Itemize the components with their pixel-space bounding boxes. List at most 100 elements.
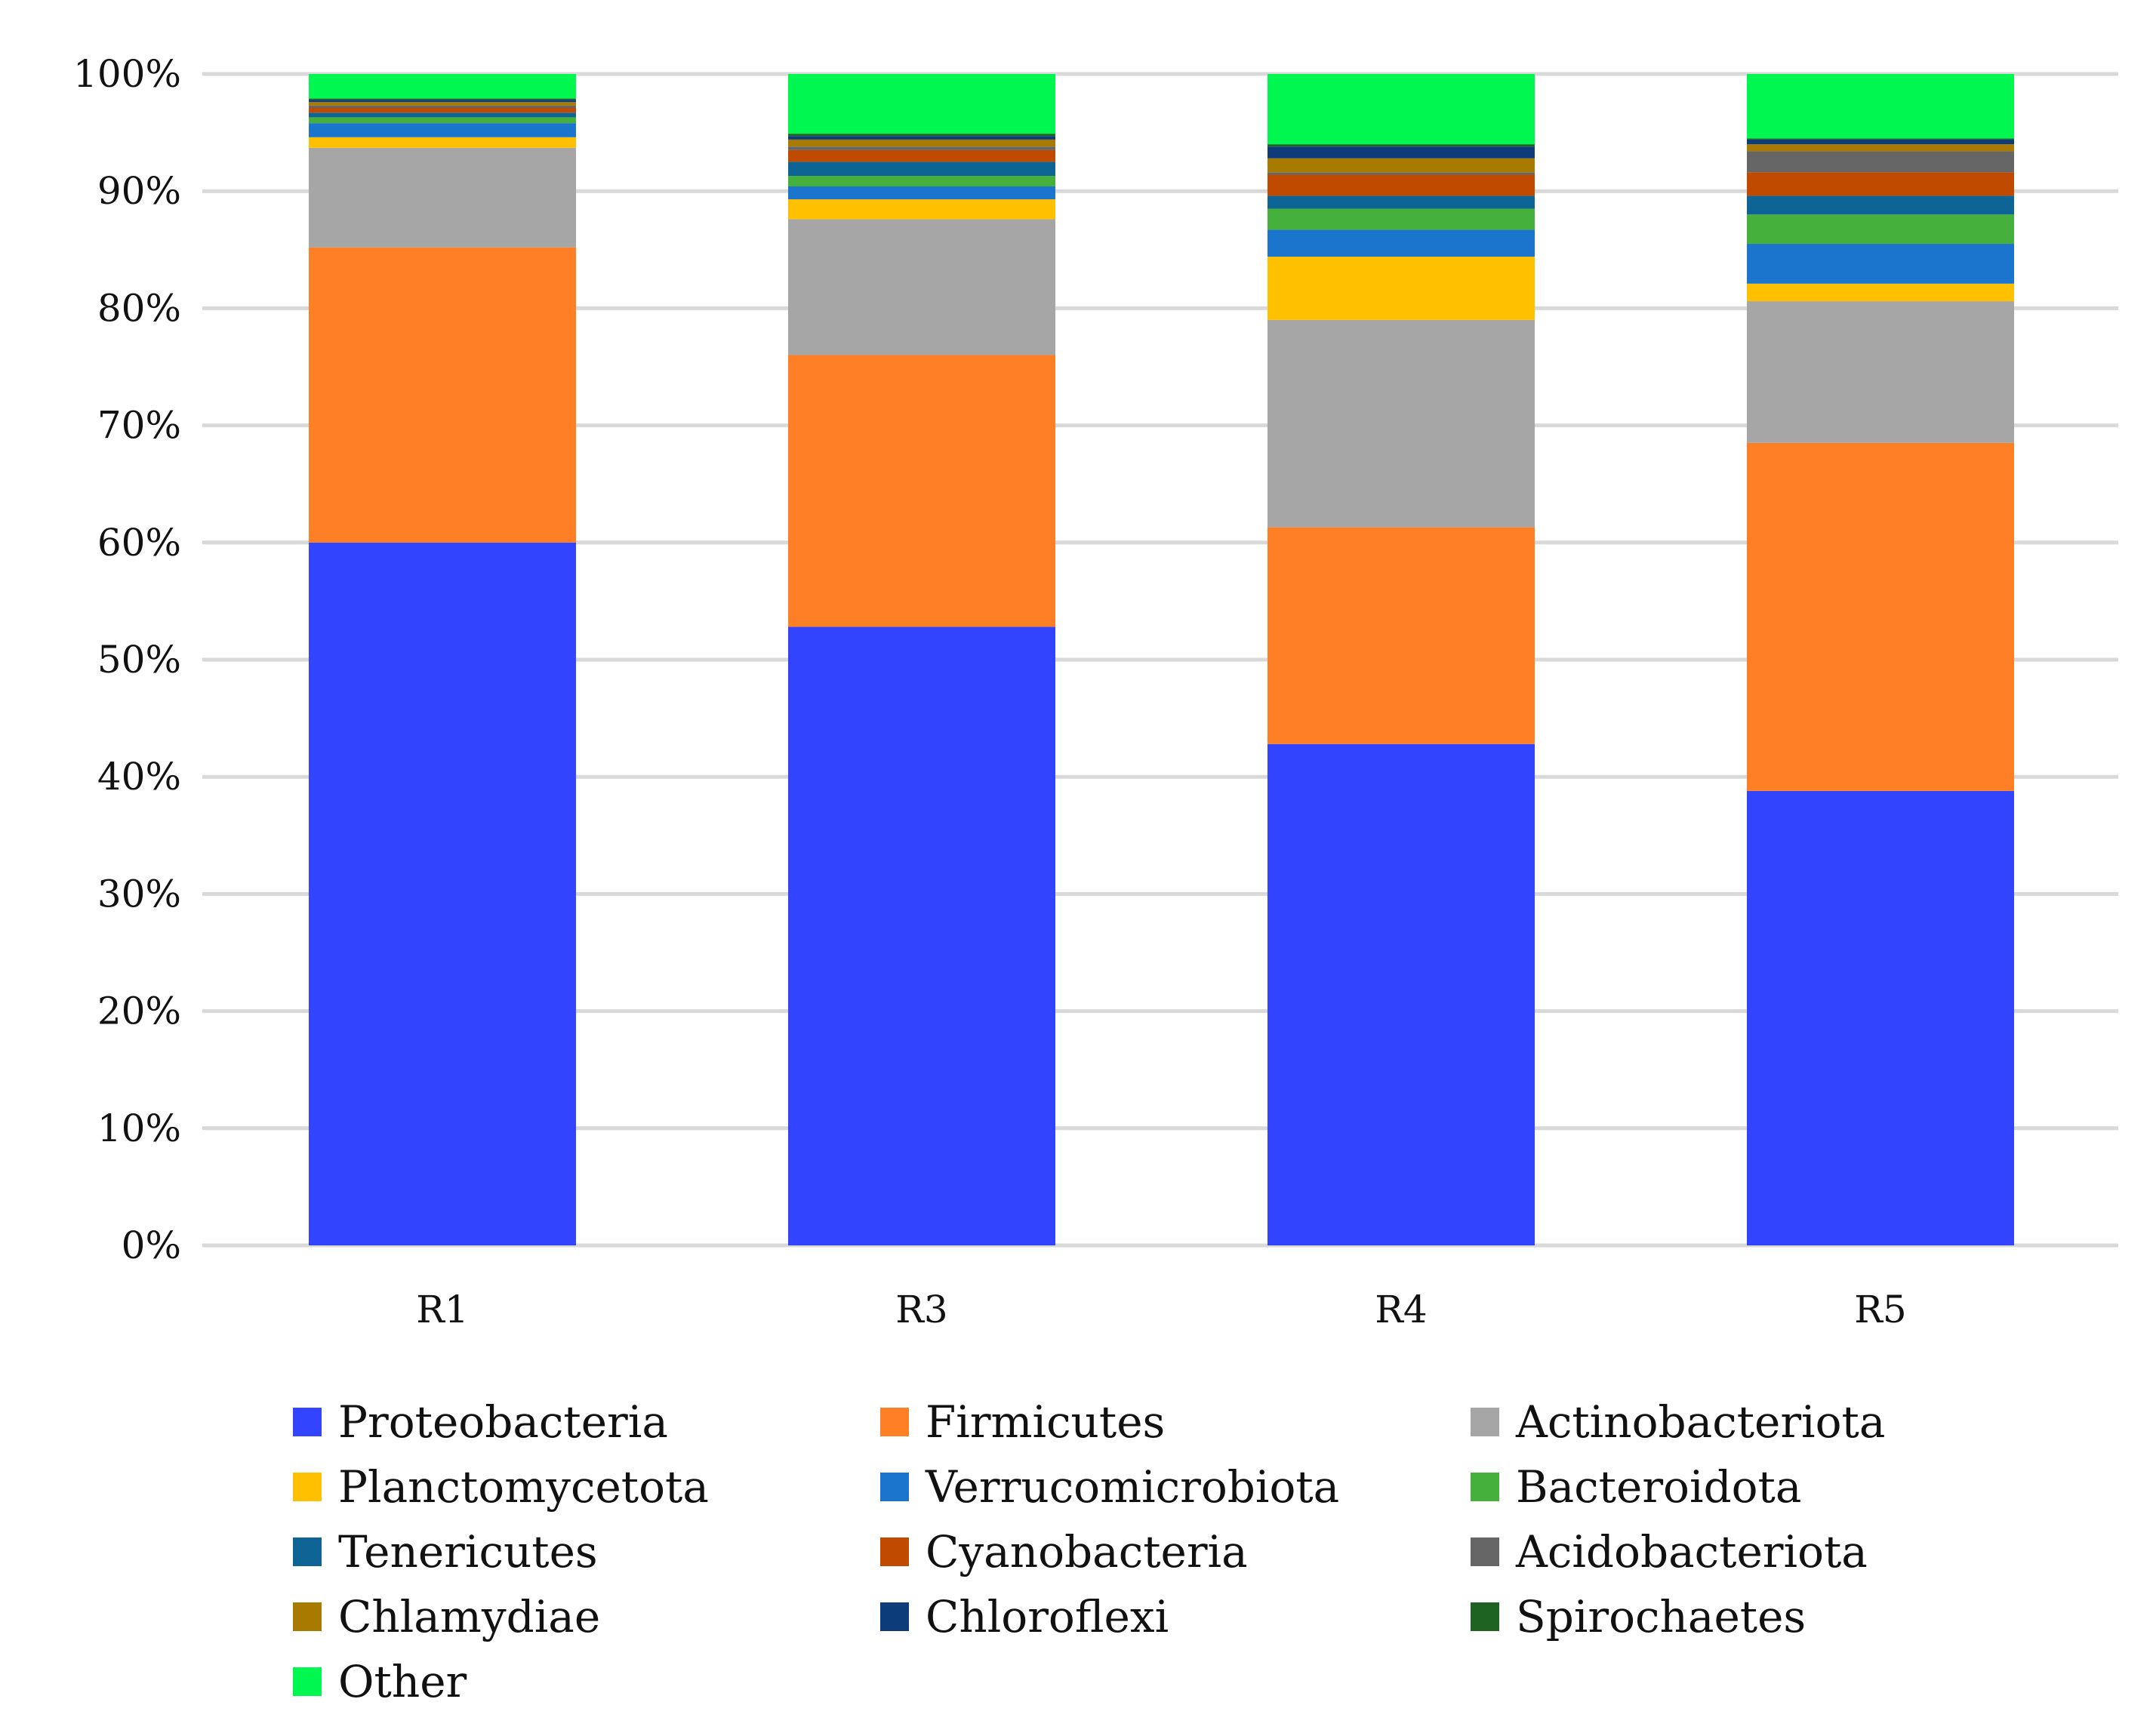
- bar-segment-verrucomicrobiota-r3: [788, 186, 1055, 200]
- legend-swatch: [880, 1408, 909, 1436]
- legend-label: Proteobacteria: [338, 1396, 668, 1448]
- bar-stack-r4: [1267, 74, 1535, 1245]
- bar-segment-chloroflexi-r5: [1747, 139, 2014, 145]
- legend-item-cyanobacteria: Cyanobacteria: [880, 1522, 1248, 1582]
- legend-label: Planctomycetota: [338, 1461, 709, 1513]
- bar-segment-chlamydiae-r4: [1267, 158, 1535, 173]
- legend-label: Firmicutes: [926, 1396, 1166, 1448]
- bar-stack-r3: [788, 74, 1055, 1245]
- stacked-bar-chart: 0% 10% 20% 30% 40% 50% 60% 70% 80% 90% 100% R1 R3 R4…: [73, 52, 2118, 1331]
- bar-segment-acidobacteriota-r4: [1267, 172, 1535, 175]
- bar-segment-chloroflexi-r3: [788, 136, 1055, 140]
- bar-segment-firmicutes-r5: [1747, 442, 2014, 791]
- bar-segment-verrucomicrobiota-r4: [1267, 229, 1535, 257]
- bar-segment-chloroflexi-r1: [309, 100, 576, 103]
- bar-segment-acidobacteriota-r3: [788, 146, 1055, 150]
- bar-segment-other-r5: [1747, 74, 2014, 139]
- legend-swatch: [1471, 1537, 1499, 1566]
- bar-segment-proteobacteria-r3: [788, 626, 1055, 1245]
- bar-segment-proteobacteria-r4: [1267, 743, 1535, 1245]
- bar-segment-verrucomicrobiota-r1: [309, 123, 576, 137]
- legend-swatch: [880, 1602, 909, 1631]
- y-tick-label: 10%: [97, 1107, 181, 1150]
- bar-segment-cyanobacteria-r1: [309, 108, 576, 113]
- legend-label: Chlamydiae: [338, 1591, 601, 1642]
- y-axis-tick-labels: 0% 10% 20% 30% 40% 50% 60% 70% 80% 90% 100%: [73, 52, 181, 1267]
- legend-swatch: [880, 1537, 909, 1566]
- bar-stack-r5: [1747, 74, 2014, 1245]
- bar-segment-chlamydiae-r5: [1747, 144, 2014, 152]
- y-tick-label: 80%: [97, 286, 181, 330]
- x-tick-label: R3: [895, 1288, 947, 1331]
- bar-segment-actinobacteriota-r1: [309, 147, 576, 248]
- bar-segment-planctomycetota-r5: [1747, 283, 2014, 302]
- legend-label: Actinobacteriota: [1516, 1396, 1886, 1448]
- y-tick-label: 70%: [97, 404, 181, 448]
- x-axis-category-labels: R1 R3 R4 R5: [416, 1288, 1906, 1331]
- bar-segment-proteobacteria-r5: [1747, 790, 2014, 1245]
- bar-segment-bacteroidota-r1: [309, 117, 576, 124]
- x-tick-label: R4: [1375, 1288, 1427, 1331]
- bar-segment-firmicutes-r1: [309, 247, 576, 543]
- legend-label: Other: [338, 1656, 467, 1707]
- bar-segment-tenericutes-r4: [1267, 195, 1535, 209]
- legend-item-planctomycetota: Planctomycetota: [293, 1457, 709, 1517]
- bar-segment-proteobacteria-r1: [309, 542, 576, 1245]
- bars: [309, 74, 2014, 1245]
- bar-segment-chloroflexi-r4: [1267, 146, 1535, 159]
- bar-segment-chlamydiae-r1: [309, 102, 576, 106]
- legend-item-spirochaetes: Spirochaetes: [1471, 1587, 1806, 1647]
- legend-item-tenericutes: Tenericutes: [293, 1522, 598, 1582]
- bar-segment-verrucomicrobiota-r5: [1747, 244, 2014, 284]
- bar-segment-firmicutes-r3: [788, 355, 1055, 627]
- bar-segment-spirochaetes-r5: [1747, 138, 2014, 140]
- bar-segment-chlamydiae-r3: [788, 139, 1055, 147]
- y-tick-label: 30%: [97, 872, 181, 916]
- bar-segment-spirochaetes-r1: [309, 98, 576, 100]
- bar-segment-actinobacteriota-r5: [1747, 301, 2014, 443]
- legend-swatch: [293, 1408, 322, 1436]
- legend-item-bacteroidota: Bacteroidota: [1471, 1457, 1801, 1517]
- legend-item-chloroflexi: Chloroflexi: [880, 1587, 1169, 1647]
- legend: Proteobacteria Firmicutes Actinobacteriota…: [293, 1392, 2029, 1716]
- y-tick-label: 50%: [97, 638, 181, 682]
- legend-item-proteobacteria: Proteobacteria: [293, 1392, 668, 1452]
- legend-label: Bacteroidota: [1516, 1461, 1802, 1513]
- bar-stack-r1: [309, 74, 576, 1245]
- y-tick-label: 40%: [97, 755, 181, 799]
- bar-segment-bacteroidota-r5: [1747, 214, 2014, 245]
- y-tick-label: 20%: [97, 990, 181, 1033]
- bar-segment-actinobacteriota-r4: [1267, 319, 1535, 528]
- legend-label: Spirochaetes: [1516, 1591, 1806, 1642]
- legend-swatch: [1471, 1602, 1499, 1631]
- bar-segment-planctomycetota-r1: [309, 137, 576, 148]
- y-tick-label: 0%: [122, 1224, 181, 1267]
- legend-label: Tenericutes: [338, 1526, 598, 1577]
- bar-segment-tenericutes-r3: [788, 162, 1055, 177]
- bar-segment-cyanobacteria-r3: [788, 149, 1055, 162]
- legend-label: Cyanobacteria: [926, 1526, 1248, 1577]
- legend-swatch: [880, 1473, 909, 1501]
- legend-swatch: [293, 1667, 322, 1696]
- legend-item-actinobacteriota: Actinobacteriota: [1471, 1392, 1885, 1452]
- bar-segment-other-r4: [1267, 74, 1535, 145]
- y-tick-label: 100%: [73, 52, 181, 96]
- bar-segment-cyanobacteria-r4: [1267, 174, 1535, 196]
- bar-segment-firmicutes-r4: [1267, 527, 1535, 744]
- y-tick-label: 90%: [97, 169, 181, 213]
- legend-item-chlamydiae: Chlamydiae: [293, 1587, 600, 1647]
- bar-segment-other-r1: [309, 74, 576, 99]
- legend-swatch: [293, 1473, 322, 1501]
- legend-item-firmicutes: Firmicutes: [880, 1392, 1165, 1452]
- legend-label: Acidobacteriota: [1516, 1526, 1868, 1577]
- bar-segment-cyanobacteria-r5: [1747, 172, 2014, 196]
- bar-segment-bacteroidota-r3: [788, 176, 1055, 186]
- bar-segment-planctomycetota-r3: [788, 199, 1055, 220]
- legend-swatch: [293, 1602, 322, 1631]
- legend-label: Chloroflexi: [926, 1591, 1169, 1642]
- legend-swatch: [1471, 1408, 1499, 1436]
- legend-swatch: [293, 1537, 322, 1566]
- x-tick-label: R1: [416, 1288, 468, 1331]
- bar-segment-tenericutes-r1: [309, 112, 576, 118]
- bar-segment-bacteroidota-r4: [1267, 208, 1535, 230]
